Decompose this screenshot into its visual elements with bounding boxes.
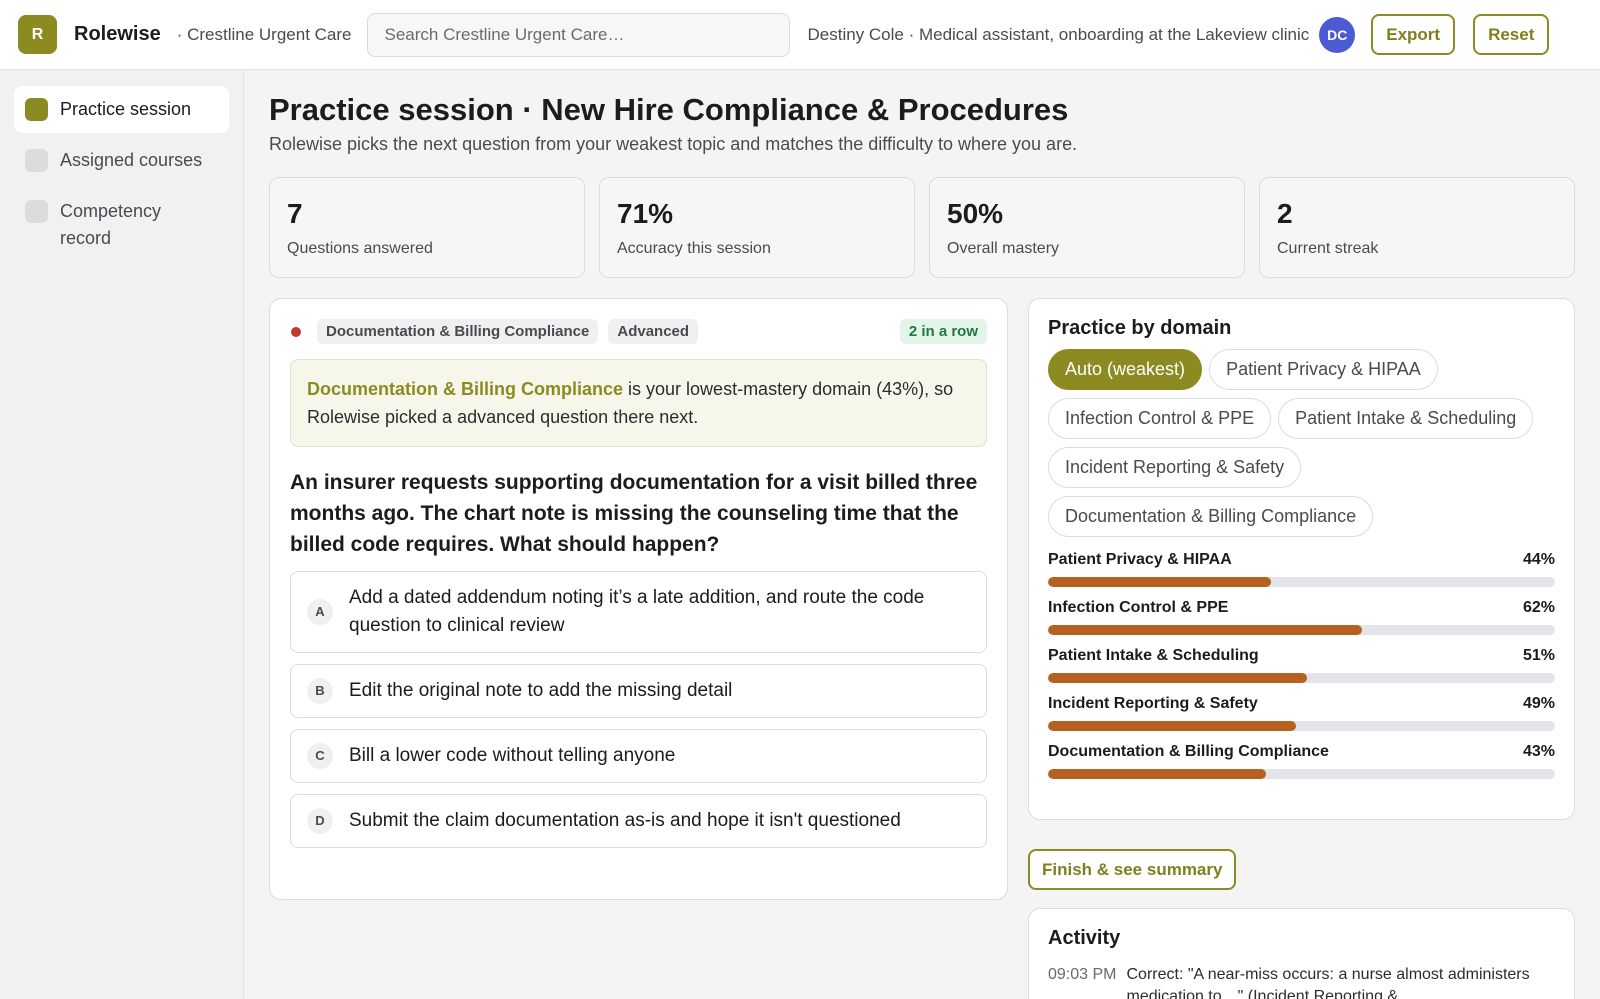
mastery-bar-row: Patient Privacy & HIPAA 44%	[1048, 551, 1555, 587]
answer-option-a[interactable]: A Add a dated addendum noting it’s a lat…	[290, 571, 987, 653]
answer-option-b[interactable]: B Edit the original note to add the miss…	[290, 664, 987, 718]
bar-fill	[1048, 721, 1297, 731]
bar-track	[1048, 673, 1555, 683]
brand-name: Rolewise	[74, 23, 161, 45]
status-dot-icon	[291, 326, 301, 337]
domain-chips: Auto (weakest) Patient Privacy & HIPAA I…	[1048, 349, 1555, 537]
option-letter: D	[307, 808, 333, 834]
app-logo[interactable]: R	[18, 15, 57, 54]
finish-summary-button[interactable]: Finish & see summary	[1028, 849, 1237, 890]
page-subtitle: Rolewise picks the next question from yo…	[269, 134, 1078, 154]
sidebar-item-assigned-courses[interactable]: Assigned courses	[14, 137, 229, 184]
bar-fill	[1048, 673, 1307, 683]
hint-box: Documentation & Billing Compliance is yo…	[290, 359, 987, 447]
option-letter: C	[307, 743, 333, 769]
stat-overall-mastery: 50% Overall mastery	[929, 177, 1245, 278]
bar-percent: 44%	[1522, 551, 1555, 568]
chip-documentation-billing[interactable]: Documentation & Billing Compliance	[1048, 496, 1374, 537]
export-button[interactable]: Export	[1371, 14, 1456, 55]
mastery-bar-row: Incident Reporting & Safety 49%	[1048, 695, 1555, 731]
option-text: Bill a lower code without telling anyone	[349, 745, 676, 766]
chip-incident-reporting[interactable]: Incident Reporting & Safety	[1048, 447, 1302, 488]
stat-label: Overall mastery	[947, 240, 1060, 257]
search-input[interactable]	[384, 24, 774, 45]
option-text: Edit the original note to add the missin…	[349, 680, 733, 701]
avatar[interactable]: DC	[1319, 16, 1356, 53]
nav-square-icon	[25, 200, 48, 223]
stat-label: Accuracy this session	[617, 240, 771, 257]
nav-square-icon	[25, 149, 48, 172]
bar-fill	[1048, 769, 1266, 779]
activity-text: Correct: "A near-miss occurs: a nurse al…	[1126, 966, 1530, 999]
bar-percent: 51%	[1522, 647, 1555, 664]
question-card: Documentation & Billing Compliance Advan…	[269, 298, 1008, 900]
mastery-bar-row: Documentation & Billing Compliance 43%	[1048, 743, 1555, 779]
stats-row: 7 Questions answered 71% Accuracy this s…	[269, 177, 1575, 278]
bar-label: Patient Intake & Scheduling	[1048, 647, 1259, 664]
activity-card: Activity 09:03 PM Correct: "A near-miss …	[1028, 908, 1575, 999]
mastery-bar-row: Patient Intake & Scheduling 51%	[1048, 647, 1555, 683]
option-text: Add a dated addendum noting it’s a late …	[349, 587, 925, 636]
question-header: Documentation & Billing Compliance Advan…	[290, 319, 987, 344]
stat-accuracy: 71% Accuracy this session	[599, 177, 915, 278]
answer-option-c[interactable]: C Bill a lower code without telling anyo…	[290, 729, 987, 783]
sidebar-item-competency-record[interactable]: Competency record	[14, 188, 229, 262]
bar-label: Patient Privacy & HIPAA	[1048, 551, 1232, 568]
stat-value: 2	[1277, 198, 1293, 229]
bar-track	[1048, 625, 1555, 635]
bar-track	[1048, 721, 1555, 731]
bar-percent: 43%	[1522, 743, 1555, 760]
reset-button[interactable]: Reset	[1473, 14, 1550, 55]
chip-patient-intake[interactable]: Patient Intake & Scheduling	[1278, 398, 1534, 439]
domain-tag: Documentation & Billing Compliance	[317, 319, 599, 344]
mastery-bar-row: Infection Control & PPE 62%	[1048, 599, 1555, 635]
stat-label: Current streak	[1277, 240, 1379, 257]
main-content: Practice session · New Hire Compliance &…	[269, 70, 1575, 999]
stat-label: Questions answered	[287, 240, 433, 257]
org-name: · Crestline Urgent Care	[176, 24, 352, 44]
bar-track	[1048, 769, 1555, 779]
hint-domain-highlight: Documentation & Billing Compliance	[307, 379, 624, 399]
level-tag: Advanced	[608, 319, 699, 344]
sidebar: Practice session Assigned courses Compet…	[0, 70, 244, 999]
practice-by-domain-card: Practice by domain Auto (weakest) Patien…	[1028, 298, 1575, 820]
search-box[interactable]	[367, 12, 791, 57]
hint-text: is your lowest-mastery domain (43%), so …	[307, 379, 954, 427]
activity-time: 09:03 PM	[1048, 966, 1117, 983]
stat-value: 71%	[617, 198, 674, 229]
bar-label: Incident Reporting & Safety	[1048, 695, 1258, 712]
stat-value: 7	[287, 198, 303, 229]
option-text: Submit the claim documentation as-is and…	[349, 810, 901, 831]
option-letter: A	[307, 599, 333, 625]
activity-item: 09:03 PM Correct: "A near-miss occurs: a…	[1048, 964, 1555, 999]
chip-infection-control[interactable]: Infection Control & PPE	[1048, 398, 1272, 439]
top-bar: R Rolewise · Crestline Urgent Care Desti…	[0, 0, 1600, 70]
question-text: An insurer requests supporting documenta…	[290, 471, 978, 556]
sidebar-item-label: Practice session	[60, 99, 192, 119]
sidebar-item-practice-session[interactable]: Practice session	[14, 86, 229, 133]
bar-fill	[1048, 625, 1363, 635]
sidebar-item-label: Competency record	[60, 201, 162, 248]
bar-percent: 62%	[1522, 599, 1555, 616]
activity-title: Activity	[1048, 927, 1121, 949]
chip-auto-weakest[interactable]: Auto (weakest)	[1048, 349, 1203, 390]
bar-label: Documentation & Billing Compliance	[1048, 743, 1329, 760]
stat-current-streak: 2 Current streak	[1259, 177, 1575, 278]
bar-percent: 49%	[1522, 695, 1555, 712]
option-letter: B	[307, 678, 333, 704]
bar-track	[1048, 577, 1555, 587]
stat-questions-answered: 7 Questions answered	[269, 177, 585, 278]
nav-square-icon	[25, 98, 48, 121]
streak-badge: 2 in a row	[899, 319, 987, 344]
bar-fill	[1048, 577, 1272, 587]
stat-value: 50%	[947, 198, 1004, 229]
chip-patient-privacy[interactable]: Patient Privacy & HIPAA	[1209, 349, 1438, 390]
domain-card-title: Practice by domain	[1048, 317, 1232, 339]
mastery-bars: Patient Privacy & HIPAA 44% Infection Con…	[1048, 551, 1555, 779]
answer-option-d[interactable]: D Submit the claim documentation as-is a…	[290, 794, 987, 848]
bar-label: Infection Control & PPE	[1048, 599, 1229, 616]
sidebar-item-label: Assigned courses	[60, 150, 203, 170]
user-info: Destiny Cole · Medical assistant, onboar…	[807, 24, 1310, 44]
page-title: Practice session · New Hire Compliance &…	[269, 92, 1069, 127]
